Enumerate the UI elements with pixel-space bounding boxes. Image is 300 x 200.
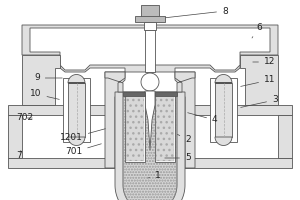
Text: 10: 10 (30, 90, 59, 99)
Text: 5: 5 (165, 154, 191, 162)
Text: 3: 3 (241, 96, 278, 107)
Text: 11: 11 (241, 75, 275, 86)
Text: 702: 702 (16, 114, 33, 122)
Polygon shape (215, 75, 232, 83)
Polygon shape (175, 72, 195, 168)
Polygon shape (155, 92, 177, 96)
Polygon shape (180, 105, 292, 115)
Polygon shape (8, 105, 120, 115)
Text: 7: 7 (16, 150, 22, 160)
Text: 9: 9 (34, 73, 62, 82)
Polygon shape (155, 95, 175, 162)
Text: 1201: 1201 (60, 129, 105, 142)
Polygon shape (8, 158, 120, 168)
Text: 6: 6 (252, 22, 262, 38)
Polygon shape (215, 137, 232, 145)
Polygon shape (22, 25, 278, 72)
Polygon shape (141, 5, 159, 18)
Polygon shape (145, 30, 155, 72)
Polygon shape (68, 83, 85, 137)
Polygon shape (156, 96, 174, 161)
Polygon shape (123, 92, 177, 200)
Polygon shape (22, 55, 60, 105)
Text: 4: 4 (188, 113, 218, 124)
Polygon shape (135, 16, 165, 22)
Polygon shape (68, 137, 85, 145)
Polygon shape (115, 92, 185, 200)
Text: 8: 8 (166, 6, 228, 18)
Polygon shape (105, 72, 125, 92)
Polygon shape (145, 91, 155, 150)
Polygon shape (105, 72, 125, 168)
Text: 2: 2 (177, 134, 190, 144)
Polygon shape (8, 115, 22, 158)
Polygon shape (63, 78, 90, 142)
Text: 1: 1 (148, 170, 161, 180)
Polygon shape (215, 83, 232, 137)
Polygon shape (68, 75, 85, 83)
Polygon shape (144, 22, 156, 30)
Polygon shape (30, 28, 270, 70)
Text: 12: 12 (253, 58, 275, 66)
Polygon shape (278, 115, 292, 158)
Text: 701: 701 (65, 144, 101, 156)
Polygon shape (125, 95, 145, 162)
Polygon shape (240, 55, 278, 105)
Polygon shape (175, 72, 195, 92)
Polygon shape (210, 78, 237, 142)
Polygon shape (180, 158, 292, 168)
Polygon shape (141, 73, 159, 91)
Polygon shape (126, 96, 144, 161)
Polygon shape (123, 92, 145, 96)
